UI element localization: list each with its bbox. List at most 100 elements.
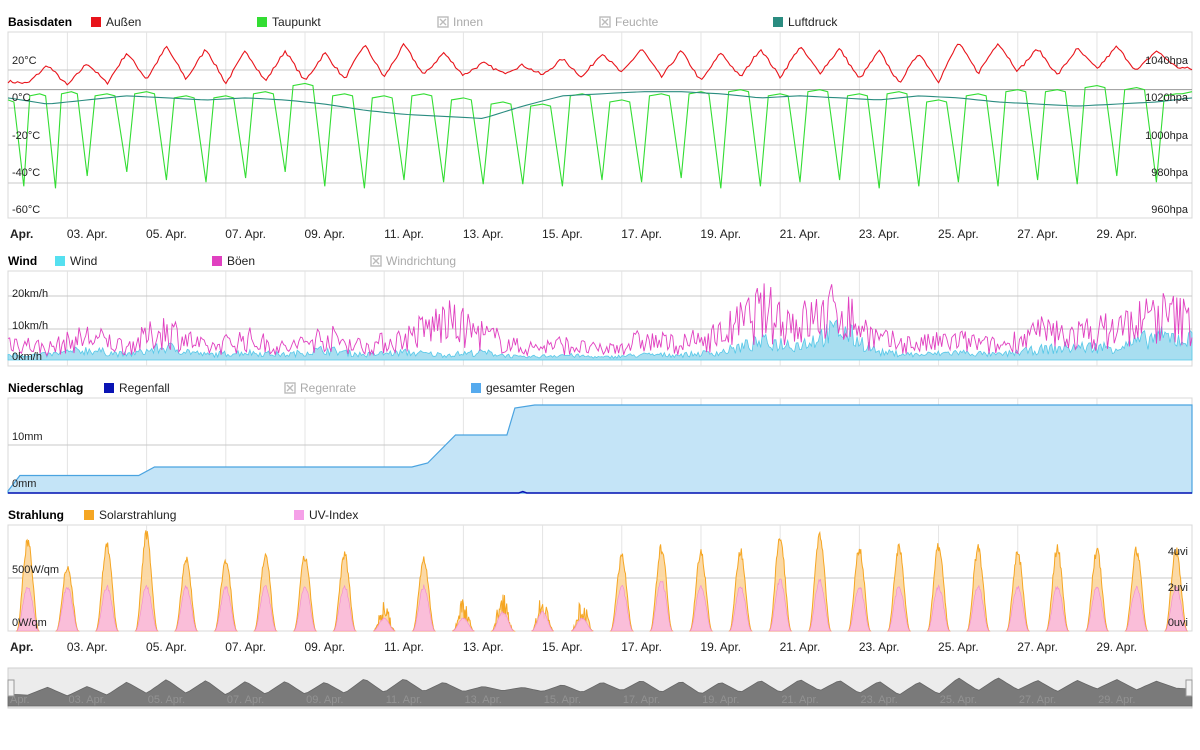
uv-peak bbox=[411, 584, 436, 632]
x-axis-tick: 07. Apr. bbox=[225, 640, 266, 654]
navigator-handle-left[interactable] bbox=[7, 679, 15, 697]
x-axis-tick: 25. Apr. bbox=[938, 227, 979, 241]
x-axis-tick: 11. Apr. bbox=[384, 640, 424, 654]
legend-item-innen[interactable]: Innen bbox=[437, 15, 483, 29]
uv-peak bbox=[1084, 586, 1110, 632]
x-axis-tick: 29. Apr. bbox=[1096, 227, 1137, 241]
legend-label[interactable]: Wind bbox=[70, 254, 97, 268]
uv-peak bbox=[452, 617, 475, 632]
uv-peak bbox=[649, 580, 674, 632]
legend-swatch bbox=[55, 256, 65, 266]
y-axis-tick-left: 500W/qm bbox=[12, 564, 59, 576]
navigator-tick: Apr. bbox=[10, 694, 30, 706]
y-axis-tick-left: 10km/h bbox=[12, 320, 48, 332]
legend-swatch bbox=[294, 510, 304, 520]
legend-label[interactable]: Regenfall bbox=[119, 381, 170, 395]
legend-label[interactable]: Taupunkt bbox=[272, 15, 321, 29]
disabled-x-icon bbox=[439, 18, 447, 26]
uv-peak bbox=[1045, 585, 1070, 632]
x-axis-tick: 15. Apr. bbox=[542, 227, 583, 241]
legend-label[interactable]: Luftdruck bbox=[788, 15, 838, 29]
legend-label[interactable]: Solarstrahlung bbox=[99, 508, 176, 522]
uv-peak bbox=[609, 584, 634, 632]
disabled-x-icon bbox=[601, 18, 609, 26]
panel-wind: Wind Wind Böen Windrichtung bbox=[7, 254, 1193, 367]
uv-peak bbox=[55, 586, 80, 632]
y-axis-tick-left: -40°C bbox=[12, 167, 40, 179]
legend-swatch bbox=[84, 510, 94, 520]
x-axis-tick: 17. Apr. bbox=[621, 640, 662, 654]
x-axis-tick: 13. Apr. bbox=[463, 640, 504, 654]
x-axis-tick: 11. Apr. bbox=[384, 227, 424, 241]
legend-item-taupunkt[interactable]: Taupunkt bbox=[257, 15, 321, 29]
legend-label[interactable]: gesamter Regen bbox=[486, 381, 575, 395]
y-axis-tick-left: 0km/h bbox=[12, 351, 42, 363]
legend-item-regenfall[interactable]: Regenfall bbox=[104, 381, 170, 395]
x-axis-tick: 03. Apr. bbox=[67, 640, 108, 654]
panel-niederschlag: Niederschlag Regenfall Regenrate gesamter R… bbox=[7, 381, 1193, 494]
legend-item-boeen[interactable]: Böen bbox=[212, 254, 255, 268]
uv-peak bbox=[373, 617, 396, 632]
legend-item-regenrate[interactable]: Regenrate bbox=[284, 381, 356, 395]
legend-item-wind[interactable]: Wind bbox=[55, 254, 97, 268]
legend-item-feuchte[interactable]: Feuchte bbox=[599, 15, 659, 29]
y-axis-tick-right: 2uvi bbox=[1168, 582, 1188, 594]
legend-label[interactable]: Innen bbox=[453, 15, 483, 29]
legend-label[interactable]: Außen bbox=[106, 15, 141, 29]
navigator-tick: 13. Apr. bbox=[465, 694, 502, 706]
navigator-tick: 21. Apr. bbox=[781, 694, 818, 706]
uv-peak bbox=[531, 610, 554, 632]
uv-peak bbox=[966, 584, 991, 632]
range-navigator[interactable]: Apr. 03. Apr. 05. Apr. 07. Apr. 09. Apr. 11. … bbox=[7, 667, 1193, 709]
x-axis-tick: 15. Apr. bbox=[542, 640, 583, 654]
x-axis-tick: 05. Apr. bbox=[146, 227, 187, 241]
legend-item-gesamter-regen[interactable]: gesamter Regen bbox=[471, 381, 575, 395]
uv-peak bbox=[768, 578, 793, 632]
x-axis-tick: Apr. bbox=[10, 227, 33, 241]
legend-item-solarstrahlung[interactable]: Solarstrahlung bbox=[84, 508, 176, 522]
plot-background bbox=[7, 31, 1193, 219]
uv-peak bbox=[571, 617, 594, 632]
x-axis-tick: 29. Apr. bbox=[1096, 640, 1137, 654]
y-axis-tick-left: 20km/h bbox=[12, 288, 48, 300]
legend-label[interactable]: Feuchte bbox=[615, 15, 659, 29]
uv-peak bbox=[886, 586, 912, 632]
legend-item-aussen[interactable]: Außen bbox=[91, 15, 141, 29]
uv-peak bbox=[332, 584, 357, 632]
navigator-tick: 11. Apr. bbox=[386, 694, 423, 706]
legend-label[interactable]: Regenrate bbox=[300, 381, 356, 395]
legend-label[interactable]: Windrichtung bbox=[386, 254, 456, 268]
uv-peak bbox=[1005, 585, 1030, 632]
x-axis-tick: 09. Apr. bbox=[304, 640, 345, 654]
y-axis-tick-right: 4uvi bbox=[1168, 546, 1188, 558]
legend-swatch bbox=[104, 383, 114, 393]
solar-peak bbox=[372, 602, 396, 632]
y-axis-tick-left: -20°C bbox=[12, 130, 40, 142]
uv-peak bbox=[688, 584, 714, 632]
uv-peak bbox=[491, 610, 515, 632]
navigator-tick: 29. Apr. bbox=[1098, 694, 1135, 706]
panel-title: Wind bbox=[8, 254, 37, 268]
x-axis-tick: 21. Apr. bbox=[780, 640, 821, 654]
navigator-tick: 17. Apr. bbox=[623, 694, 660, 706]
legend-label[interactable]: Böen bbox=[227, 254, 255, 268]
uv-peak bbox=[292, 586, 318, 632]
plot-area bbox=[7, 524, 1193, 632]
legend-item-windrichtung[interactable]: Windrichtung bbox=[370, 254, 456, 268]
series-line-boeen bbox=[7, 283, 1193, 358]
disabled-x-icon bbox=[286, 384, 294, 392]
x-axis-tick: 23. Apr. bbox=[859, 227, 900, 241]
y-axis-tick-left: -60°C bbox=[12, 204, 40, 216]
uv-peak bbox=[174, 585, 199, 632]
x-axis-tick: 13. Apr. bbox=[463, 227, 504, 241]
uv-peak bbox=[1124, 585, 1149, 632]
uv-peak bbox=[213, 585, 238, 632]
y-axis-tick-left: 0°C bbox=[12, 92, 31, 104]
legend-item-uv-index[interactable]: UV-Index bbox=[294, 508, 358, 522]
uv-peak bbox=[847, 586, 872, 632]
series-line-taupunkt bbox=[7, 82, 1193, 189]
x-axis-tick: 07. Apr. bbox=[225, 227, 266, 241]
legend-label[interactable]: UV-Index bbox=[309, 508, 358, 522]
legend-item-luftdruck[interactable]: Luftdruck bbox=[773, 15, 838, 29]
navigator-handle-right[interactable] bbox=[1185, 679, 1193, 697]
